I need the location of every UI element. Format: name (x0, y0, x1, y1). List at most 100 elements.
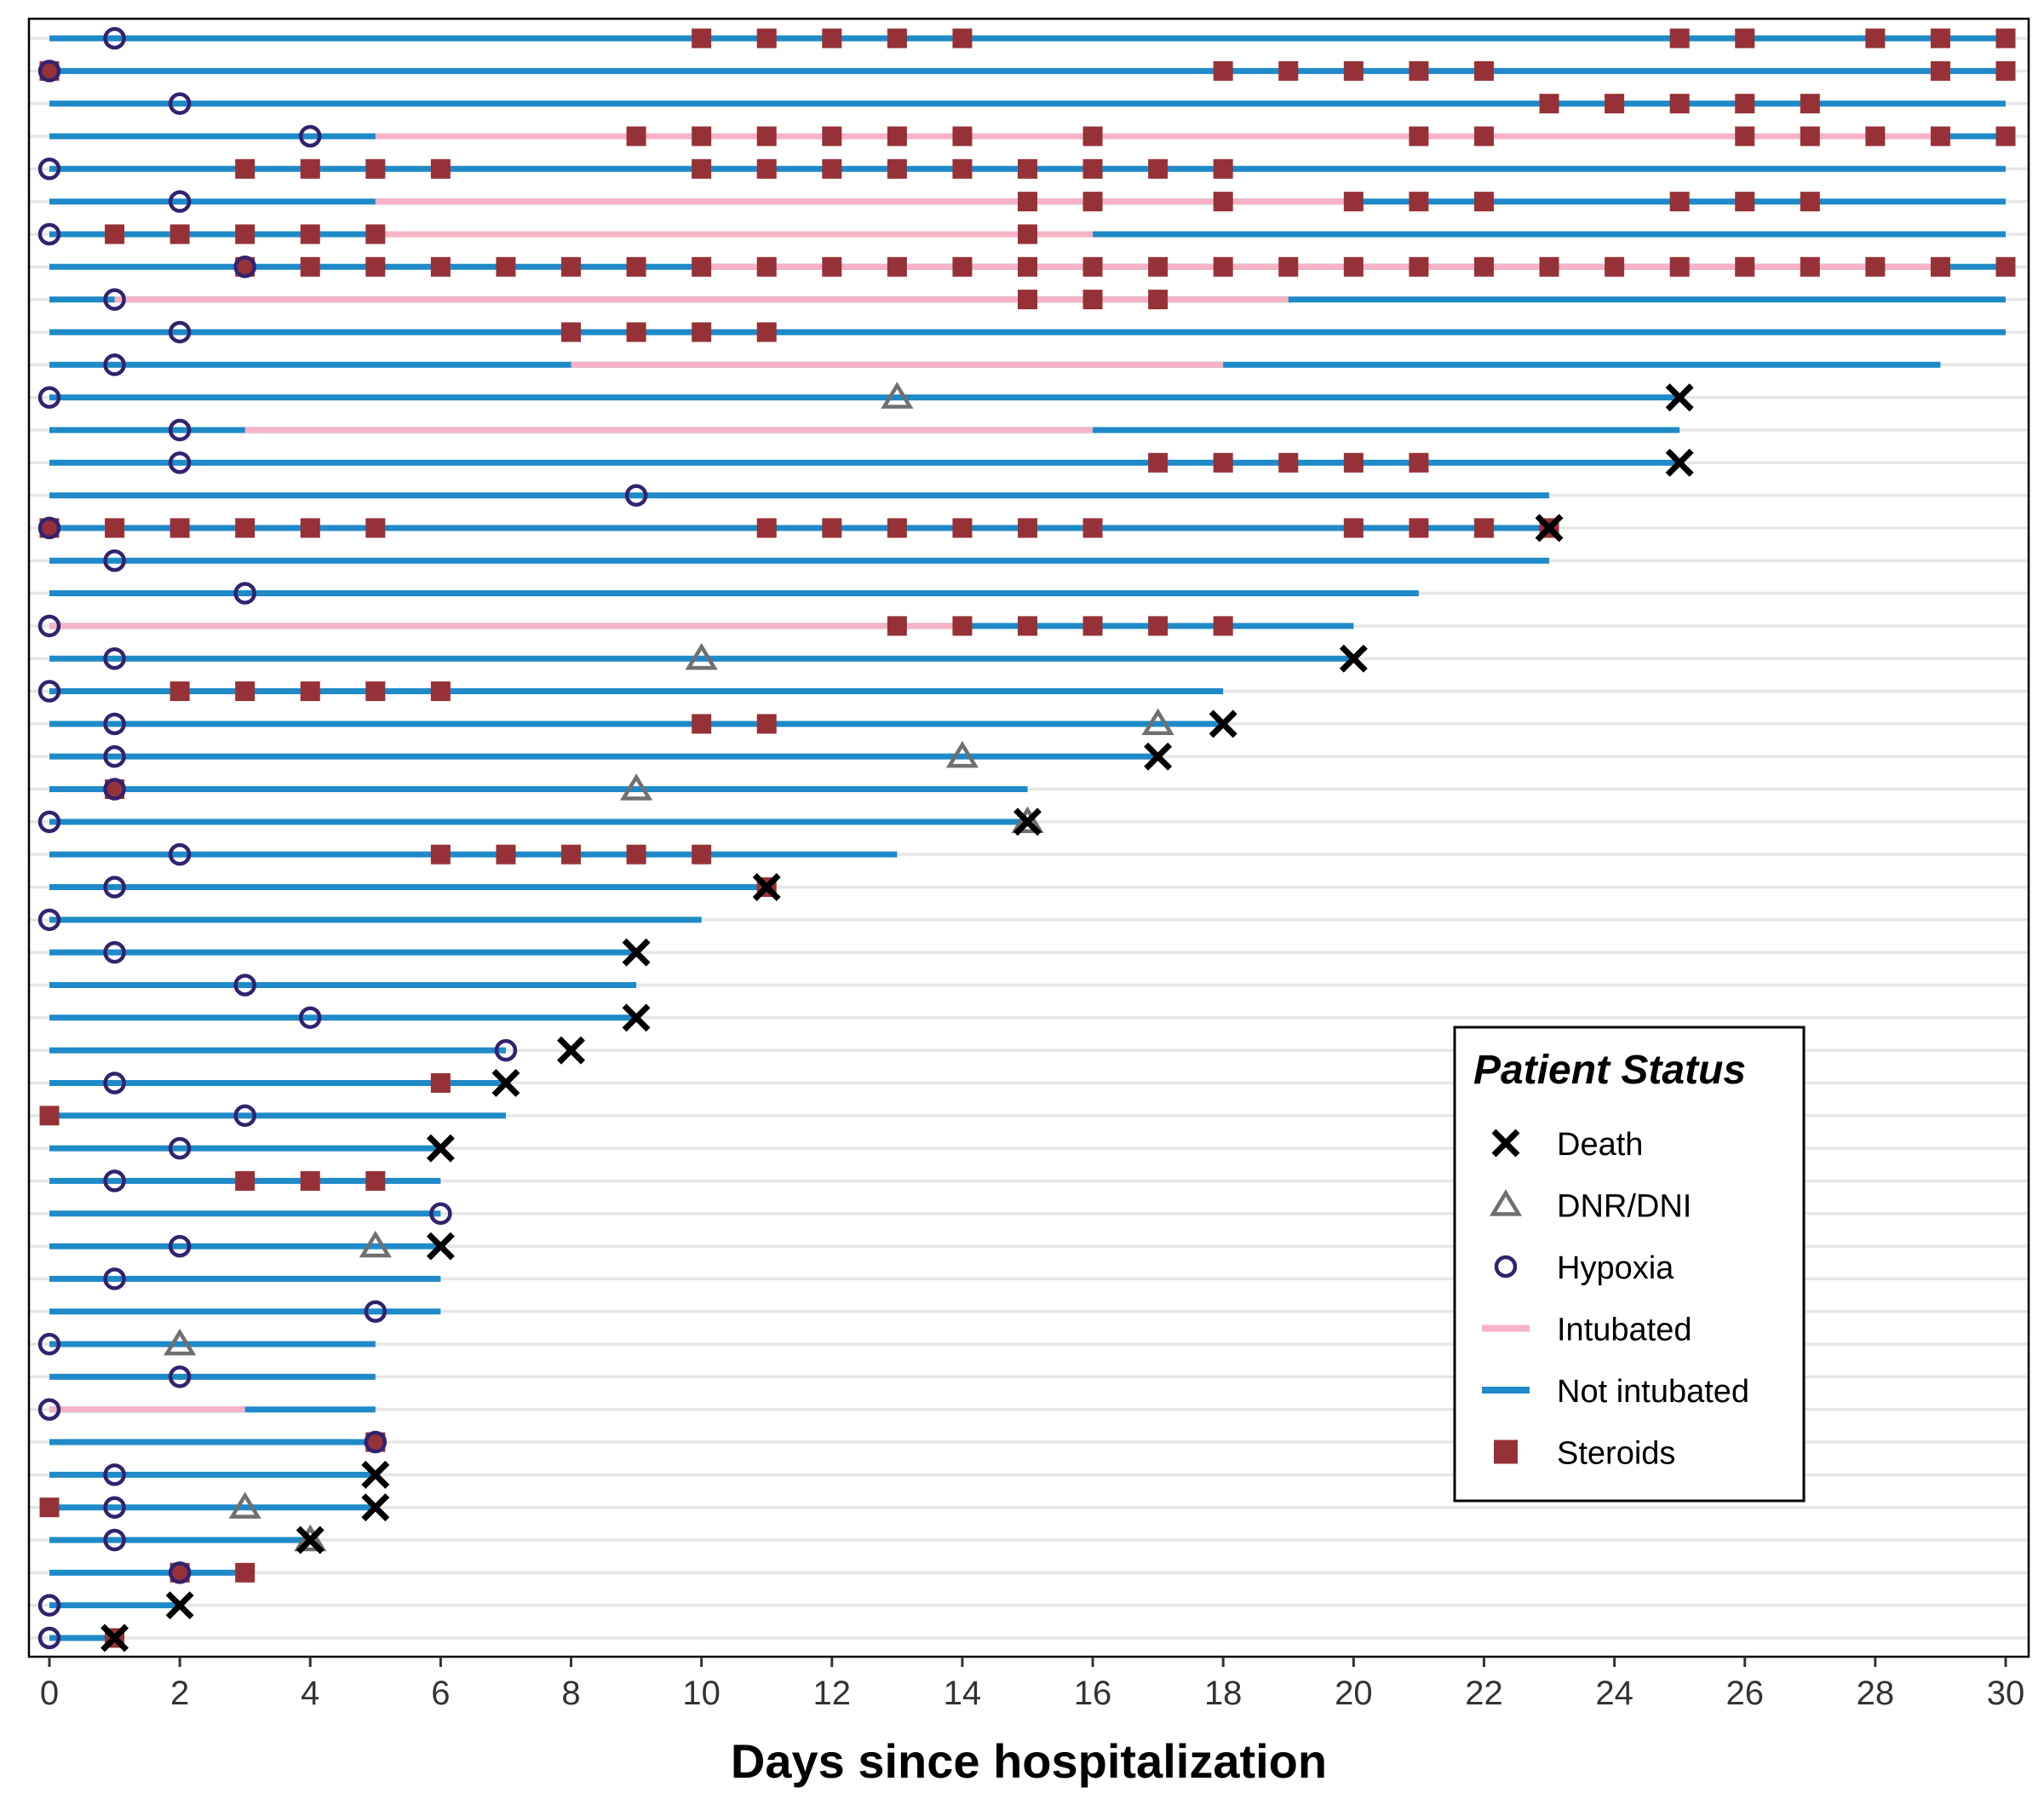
steroid-marker-patient-1-day-12 (822, 28, 842, 49)
steroid-marker-patient-6-day-15 (1018, 192, 1037, 212)
dnr-marker-patient-38 (359, 1230, 392, 1258)
hypoxia-marker-patient-23-day-1 (103, 744, 126, 768)
steroid-marker-patient-7-day-15 (1018, 224, 1037, 244)
hypoxia-marker-patient-25-day-0 (37, 810, 61, 834)
steroid-marker-patient-5-day-13 (887, 158, 907, 179)
steroid-marker-patient-8-day-18 (1213, 256, 1233, 277)
steroid-marker-patient-8-day-24 (1605, 256, 1625, 277)
steroid-marker-patient-24-day-1 (105, 779, 125, 800)
x-tick-label-6: 6 (431, 1675, 450, 1712)
steroid-marker-patient-5-day-16 (1082, 158, 1103, 179)
marker-layer (37, 26, 2016, 1652)
hypoxia-marker-patient-20-day-1 (103, 647, 126, 670)
death-marker-patient-23 (1144, 742, 1173, 771)
x-tick-label-8: 8 (561, 1675, 580, 1712)
steroid-marker-patient-16-day-1 (105, 518, 125, 538)
steroid-marker-patient-16-day-14 (952, 518, 973, 538)
hypoxia-marker-patient-21-day-0 (37, 680, 61, 703)
legend-label-dnr: DNR/DNI (1557, 1189, 1691, 1225)
steroid-marker-patient-16-day-21 (1409, 518, 1429, 538)
death-marker-patient-16-stroke-b (1535, 514, 1564, 543)
steroid-marker-patient-8-day-19 (1278, 256, 1299, 277)
steroid-marker-patient-16-day-4 (300, 518, 320, 538)
death-marker-patient-20 (1339, 644, 1368, 673)
steroid-marker-patient-5-day-14 (952, 158, 973, 179)
steroid-marker-patient-4-day-29 (1930, 126, 1950, 147)
steroid-marker-patient-21-day-4 (300, 681, 320, 702)
hypoxia-marker-patient-38-day-2 (168, 1234, 192, 1258)
x-tick-label-4: 4 (301, 1675, 319, 1712)
steroid-marker-patient-1-day-29 (1930, 28, 1950, 49)
hypoxia-marker-patient-34-day-3 (233, 1104, 256, 1128)
steroid-marker-patient-4-day-22 (1473, 126, 1494, 147)
hypoxia-marker-patient-13-day-2 (168, 418, 192, 442)
steroid-marker-patient-21-day-2 (169, 681, 190, 702)
legend-entry-notintubated: Not intubated (1482, 1374, 1749, 1410)
x-tick-label-2: 2 (170, 1675, 189, 1712)
x-tick-label-10: 10 (682, 1675, 721, 1712)
hypoxia-marker-patient-29-day-1 (103, 940, 126, 964)
hypoxia-marker-patient-41-day-0 (37, 1332, 61, 1356)
hypoxia-marker-patient-2-day-0 (37, 60, 61, 83)
death-marker-patient-35 (426, 1134, 455, 1163)
steroid-marker-patient-5-day-6 (430, 158, 451, 179)
steroid-marker-patient-16-day-12 (822, 518, 842, 538)
steroid-marker-patient-5-day-4 (300, 158, 320, 179)
dnr-marker-patient-23 (945, 740, 979, 768)
hypoxia-marker-patient-12-day-0 (37, 386, 61, 409)
hypoxia-marker-patient-16-day-0 (37, 516, 61, 540)
steroid-marker-patient-6-day-20 (1343, 192, 1364, 212)
steroid-marker-patient-16-day-15 (1018, 518, 1037, 538)
steroid-marker-patient-34-day-0 (39, 1106, 60, 1126)
steroid-marker-patient-6-day-25 (1669, 192, 1690, 212)
death-marker-patient-27 (752, 873, 781, 901)
steroid-marker-patient-19-day-18 (1213, 616, 1233, 636)
steroid-marker-patient-14-day-18 (1213, 452, 1233, 473)
steroid-marker-patient-10-day-10 (692, 322, 712, 342)
steroid-marker-patient-16-day-22 (1473, 518, 1494, 538)
death-marker-patient-35-stroke-b (426, 1134, 455, 1163)
steroid-marker-patient-5-day-17 (1148, 158, 1168, 179)
death-marker-patient-45 (361, 1460, 390, 1489)
legend-entry-steroids: Steroids (1494, 1436, 1675, 1472)
hypoxia-marker-patient-42-day-2 (168, 1365, 192, 1388)
death-marker-patient-23-stroke-b (1144, 742, 1173, 771)
steroid-marker-patient-8-day-4 (300, 256, 320, 277)
hypoxia-marker-patient-40-day-5 (364, 1300, 388, 1323)
death-marker-patient-49 (165, 1591, 194, 1620)
death-marker-patient-33-stroke-b (491, 1068, 520, 1097)
steroid-marker-patient-1-day-30 (1995, 28, 2016, 49)
steroid-marker-patient-8-day-3 (235, 256, 256, 277)
dnr-marker-patient-46 (228, 1491, 261, 1519)
steroid-marker-patient-9-day-17 (1148, 290, 1168, 310)
steroid-marker-patient-2-day-29 (1930, 60, 1950, 81)
hypoxia-marker-patient-27-day-1 (103, 876, 126, 899)
steroid-marker-patient-4-day-12 (822, 126, 842, 147)
hypoxia-marker-patient-32-day-7 (494, 1038, 518, 1062)
death-marker-patient-38-stroke-b (426, 1232, 455, 1261)
steroid-marker-patient-4-day-9 (626, 126, 646, 147)
hypoxia-marker-patient-44-day-5 (364, 1430, 388, 1454)
death-marker-patient-12-stroke-b (1665, 383, 1694, 412)
death-marker-patient-22-stroke-b (1209, 710, 1237, 738)
legend-hypoxia-icon (1494, 1255, 1518, 1279)
steroid-marker-patient-1-day-26 (1735, 28, 1755, 49)
dnr-marker-patient-24 (619, 773, 653, 801)
steroid-marker-patient-8-day-25 (1669, 256, 1690, 277)
death-marker-patient-46-stroke-b (361, 1493, 390, 1522)
x-axis-title: Days since hospitalization (731, 1734, 1327, 1788)
death-marker-patient-16 (1535, 514, 1564, 543)
death-marker-patient-25-stroke-b (1013, 807, 1042, 836)
steroid-marker-patient-1-day-10 (692, 28, 712, 49)
plot-panel-border (27, 17, 2030, 1658)
dnr-marker-patient-47 (294, 1524, 327, 1552)
death-marker-patient-46 (361, 1493, 390, 1522)
steroid-marker-patient-22-day-10 (692, 714, 712, 734)
steroid-marker-patient-10-day-9 (626, 322, 646, 342)
steroid-marker-patient-19-day-14 (952, 616, 973, 636)
steroid-marker-patient-8-day-26 (1735, 256, 1755, 277)
steroid-marker-patient-8-day-15 (1018, 256, 1037, 277)
steroid-marker-patient-9-day-15 (1018, 290, 1037, 310)
hypoxia-marker-patient-15-day-9 (624, 484, 648, 507)
